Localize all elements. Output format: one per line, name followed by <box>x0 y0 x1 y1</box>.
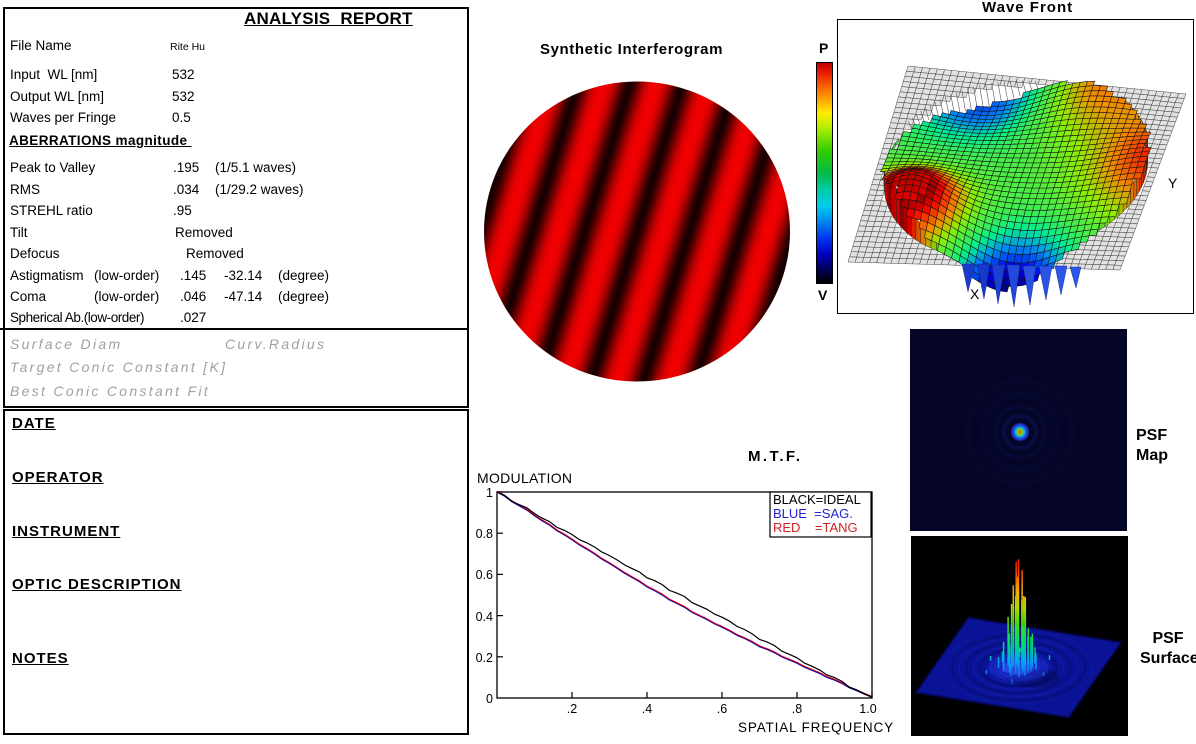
svg-text:Y: Y <box>1168 175 1178 191</box>
svg-text:.2: .2 <box>567 702 577 716</box>
svg-text:1: 1 <box>486 486 493 500</box>
svg-text:0.4: 0.4 <box>476 610 493 624</box>
svg-text:BLUE =SAG.: BLUE =SAG. <box>773 506 853 521</box>
svg-text:0.8: 0.8 <box>476 527 493 541</box>
svg-text:1.0: 1.0 <box>859 702 876 716</box>
svg-text:0: 0 <box>486 692 493 706</box>
svg-text:0.6: 0.6 <box>476 568 493 582</box>
svg-text:0.2: 0.2 <box>476 651 493 665</box>
svg-text:.6: .6 <box>717 702 727 716</box>
svg-text:RED =TANG: RED =TANG <box>773 520 858 535</box>
svg-text:BLACK=IDEAL: BLACK=IDEAL <box>773 492 861 507</box>
svg-text:X: X <box>970 286 980 302</box>
svg-text:.8: .8 <box>792 702 802 716</box>
svg-text:.4: .4 <box>642 702 652 716</box>
